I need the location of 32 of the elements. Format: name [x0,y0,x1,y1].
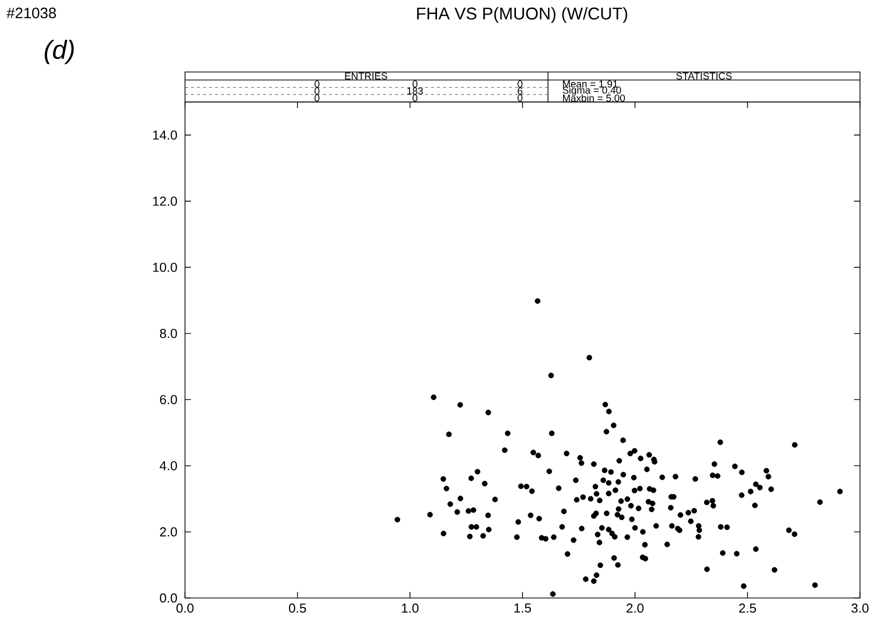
x-tick-label: 2.5 [739,604,756,613]
text: ENTRIES [345,72,388,80]
x-tick-label: 0.5 [288,604,306,613]
text: 0 [314,80,320,88]
text: STATISTICS [676,72,732,80]
text: 0 [518,94,522,102]
text: 0 [314,87,320,95]
text: (d) [44,40,74,64]
x-tick-label: 1.0 [402,604,419,613]
text: 183 [407,87,423,95]
y-tick-label: 8.0 [160,328,177,338]
text: 0 [518,80,522,88]
text: Sigma = 0.40 [562,86,622,96]
y-tick-label: 0.0 [160,593,177,603]
text: 0 [412,80,418,88]
y-tick-label: 12.0 [153,196,177,206]
chart-title: FHA VS P(MUON) (W/CUT) [417,7,628,23]
x-tick-label: 0.0 [176,604,194,613]
text: 0 [412,94,418,102]
x-tick-label: 1.5 [514,604,531,613]
x-tick-label: 2.0 [626,604,644,613]
y-tick-label: 6.0 [160,394,177,404]
text: #21038 [6,8,56,18]
text: Maxbin = 5.00 [563,94,625,102]
text: 0 [314,94,320,102]
y-tick-label: 14.0 [153,130,177,140]
y-tick-label: 10.0 [153,262,177,272]
x-tick-label: 3.0 [851,604,869,613]
text: 6 [518,87,522,95]
text: Mean = 1.91 [563,80,618,88]
y-tick-label: 4.0 [160,461,177,470]
y-tick-label: 2.0 [160,527,177,536]
